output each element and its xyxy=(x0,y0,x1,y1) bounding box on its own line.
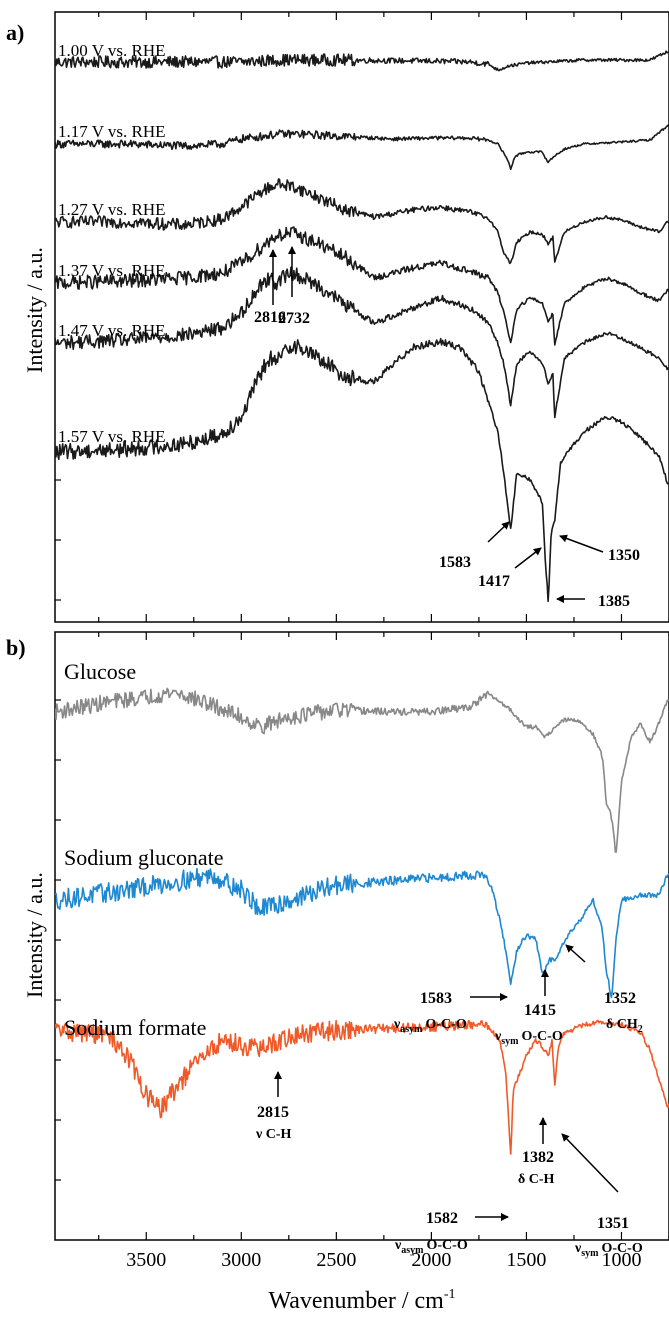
spectrum-line-1-27-v-vs-rhe xyxy=(55,178,669,265)
spectrum-line-1-47-v-vs-rhe xyxy=(55,266,669,419)
panel-b-frame xyxy=(54,631,669,1241)
panel-b-annotations: 1583 νasym O-C-O 1415 νsym O-C-O 1352 δ CH… xyxy=(255,944,643,1259)
x-tick-label: 1000 xyxy=(601,1249,641,1271)
spectrum-line-1-57-v-vs-rhe xyxy=(55,337,669,603)
series-label-1-17v: 1.17 V vs. RHE xyxy=(58,122,166,141)
annotation-gluconate-vasym-symbol: ν xyxy=(393,1017,401,1032)
annotation-formate-1351: 1351 xyxy=(597,1215,629,1232)
panel-b-ylabel: Intensity / a.u. xyxy=(22,872,47,998)
panel-b-ticks xyxy=(55,632,669,1240)
arrow-1350 xyxy=(559,534,604,553)
annotation-1417: 1417 xyxy=(478,573,510,590)
panel-a-label: a) xyxy=(6,20,24,45)
x-tick-label: 1500 xyxy=(506,1249,546,1271)
series-label-1-57v: 1.57 V vs. RHE xyxy=(58,427,166,446)
x-tick-labels: 3500 3000 2500 2000 1500 1000 xyxy=(126,1249,641,1271)
arrow-gluconate-1352 xyxy=(565,944,586,963)
annotation-formate-vsym: νsym O-C-O xyxy=(574,1241,643,1259)
panel-b-label: b) xyxy=(6,635,26,660)
annotation-gluconate-vasym-sub: asym xyxy=(400,1024,423,1035)
annotation-gluconate-vsym-tail: O-C-O xyxy=(522,1029,563,1044)
annotation-1350: 1350 xyxy=(608,547,640,564)
annotation-gluconate-vsym-symbol: ν xyxy=(494,1029,502,1044)
panel-a-ticks xyxy=(55,12,669,622)
annotation-formate-vasym-tail: O-C-O xyxy=(427,1238,468,1253)
panel-a-ylabel: Intensity / a.u. xyxy=(22,247,47,373)
annotation-gluconate-dch2-sub: 2 xyxy=(638,1024,643,1035)
annotation-gluconate-1583: 1583 xyxy=(420,990,452,1007)
x-axis-label: Wavenumber / cm-1 xyxy=(268,1287,455,1314)
annotation-formate-vch: ν C-H xyxy=(255,1127,292,1142)
annotation-gluconate-1352: 1352 xyxy=(604,990,636,1007)
spectrum-line-1-37-v-vs-rhe xyxy=(55,226,669,346)
panel-a-frame xyxy=(54,11,669,623)
series-label-1-27v: 1.27 V vs. RHE xyxy=(58,200,166,219)
annotation-formate-dch: δ C-H xyxy=(518,1172,555,1187)
panel-b-series-labels: Glucose Sodium gluconate Sodium formate xyxy=(64,659,223,1040)
panel-b-series xyxy=(55,687,669,1155)
annotation-formate-vsym-symbol: ν xyxy=(574,1241,582,1256)
series-label-glucose: Glucose xyxy=(64,659,136,684)
arrow-formate-1351 xyxy=(561,1133,619,1193)
spectrum-line-1-17-v-vs-rhe xyxy=(55,124,669,171)
annotation-2732: 2732 xyxy=(278,310,310,327)
x-tick-label: 3500 xyxy=(126,1249,166,1271)
spectrum-line-1-00-v-vs-rhe xyxy=(55,50,669,72)
annotation-1385: 1385 xyxy=(598,593,630,610)
annotation-gluconate-vasym: νasym O-C-O xyxy=(393,1017,467,1035)
x-tick-label: 3000 xyxy=(221,1249,261,1271)
spectrum-line-glucose xyxy=(55,687,669,853)
series-label-1-47v: 1.47 V vs. RHE xyxy=(58,321,166,340)
annotation-gluconate-1415: 1415 xyxy=(524,1002,556,1019)
annotation-formate-1382: 1382 xyxy=(522,1149,554,1166)
annotation-formate-2815: 2815 xyxy=(257,1104,289,1121)
annotation-formate-vasym: νasym O-C-O xyxy=(394,1238,468,1256)
series-label-1-37v: 1.37 V vs. RHE xyxy=(58,261,166,280)
x-axis-label-text: Wavenumber / cm xyxy=(268,1288,444,1314)
annotation-gluconate-dch2-symbol: δ CH xyxy=(606,1017,638,1032)
annotation-gluconate-vsym-sub: sym xyxy=(501,1036,519,1047)
panel-b: b) Intensity / a.u. Glucose Sodium gluco… xyxy=(6,631,669,1259)
spectrum-line-sodium-gluconate xyxy=(55,867,669,999)
annotation-formate-vsym-tail: O-C-O xyxy=(602,1241,643,1256)
annotation-gluconate-vsym: νsym O-C-O xyxy=(494,1029,563,1047)
panel-a-series-labels: 1.00 V vs. RHE 1.17 V vs. RHE 1.27 V vs.… xyxy=(58,41,166,446)
panel-a-series xyxy=(55,50,669,603)
panel-a: a) Intensity / a.u. 1.00 V vs. RHE 1.17 … xyxy=(6,11,669,623)
annotation-1583: 1583 xyxy=(439,554,471,571)
x-tick-label: 2500 xyxy=(316,1249,356,1271)
series-label-sodium-gluconate: Sodium gluconate xyxy=(64,845,223,870)
annotation-gluconate-dch2: δ CH2 xyxy=(606,1017,643,1035)
annotation-formate-vasym-symbol: ν xyxy=(394,1238,402,1253)
spectrum-line-sodium-formate xyxy=(55,1019,669,1155)
arrow-1417 xyxy=(514,547,542,569)
series-label-1-00v: 1.00 V vs. RHE xyxy=(58,41,166,60)
annotation-gluconate-vasym-tail: O-C-O xyxy=(426,1017,467,1032)
panel-a-annotations: 2816 2732 1583 1417 1350 1385 xyxy=(254,246,640,610)
annotation-formate-vasym-sub: asym xyxy=(401,1245,424,1256)
arrow-1583 xyxy=(487,521,510,543)
annotation-formate-1582: 1582 xyxy=(426,1210,458,1227)
annotation-formate-vsym-sub: sym xyxy=(581,1248,599,1259)
x-tick-label: 2000 xyxy=(411,1249,451,1271)
annotation-2816: 2816 xyxy=(254,309,286,326)
x-axis-label-sup: -1 xyxy=(444,1287,456,1302)
series-label-sodium-formate: Sodium formate xyxy=(64,1015,206,1040)
